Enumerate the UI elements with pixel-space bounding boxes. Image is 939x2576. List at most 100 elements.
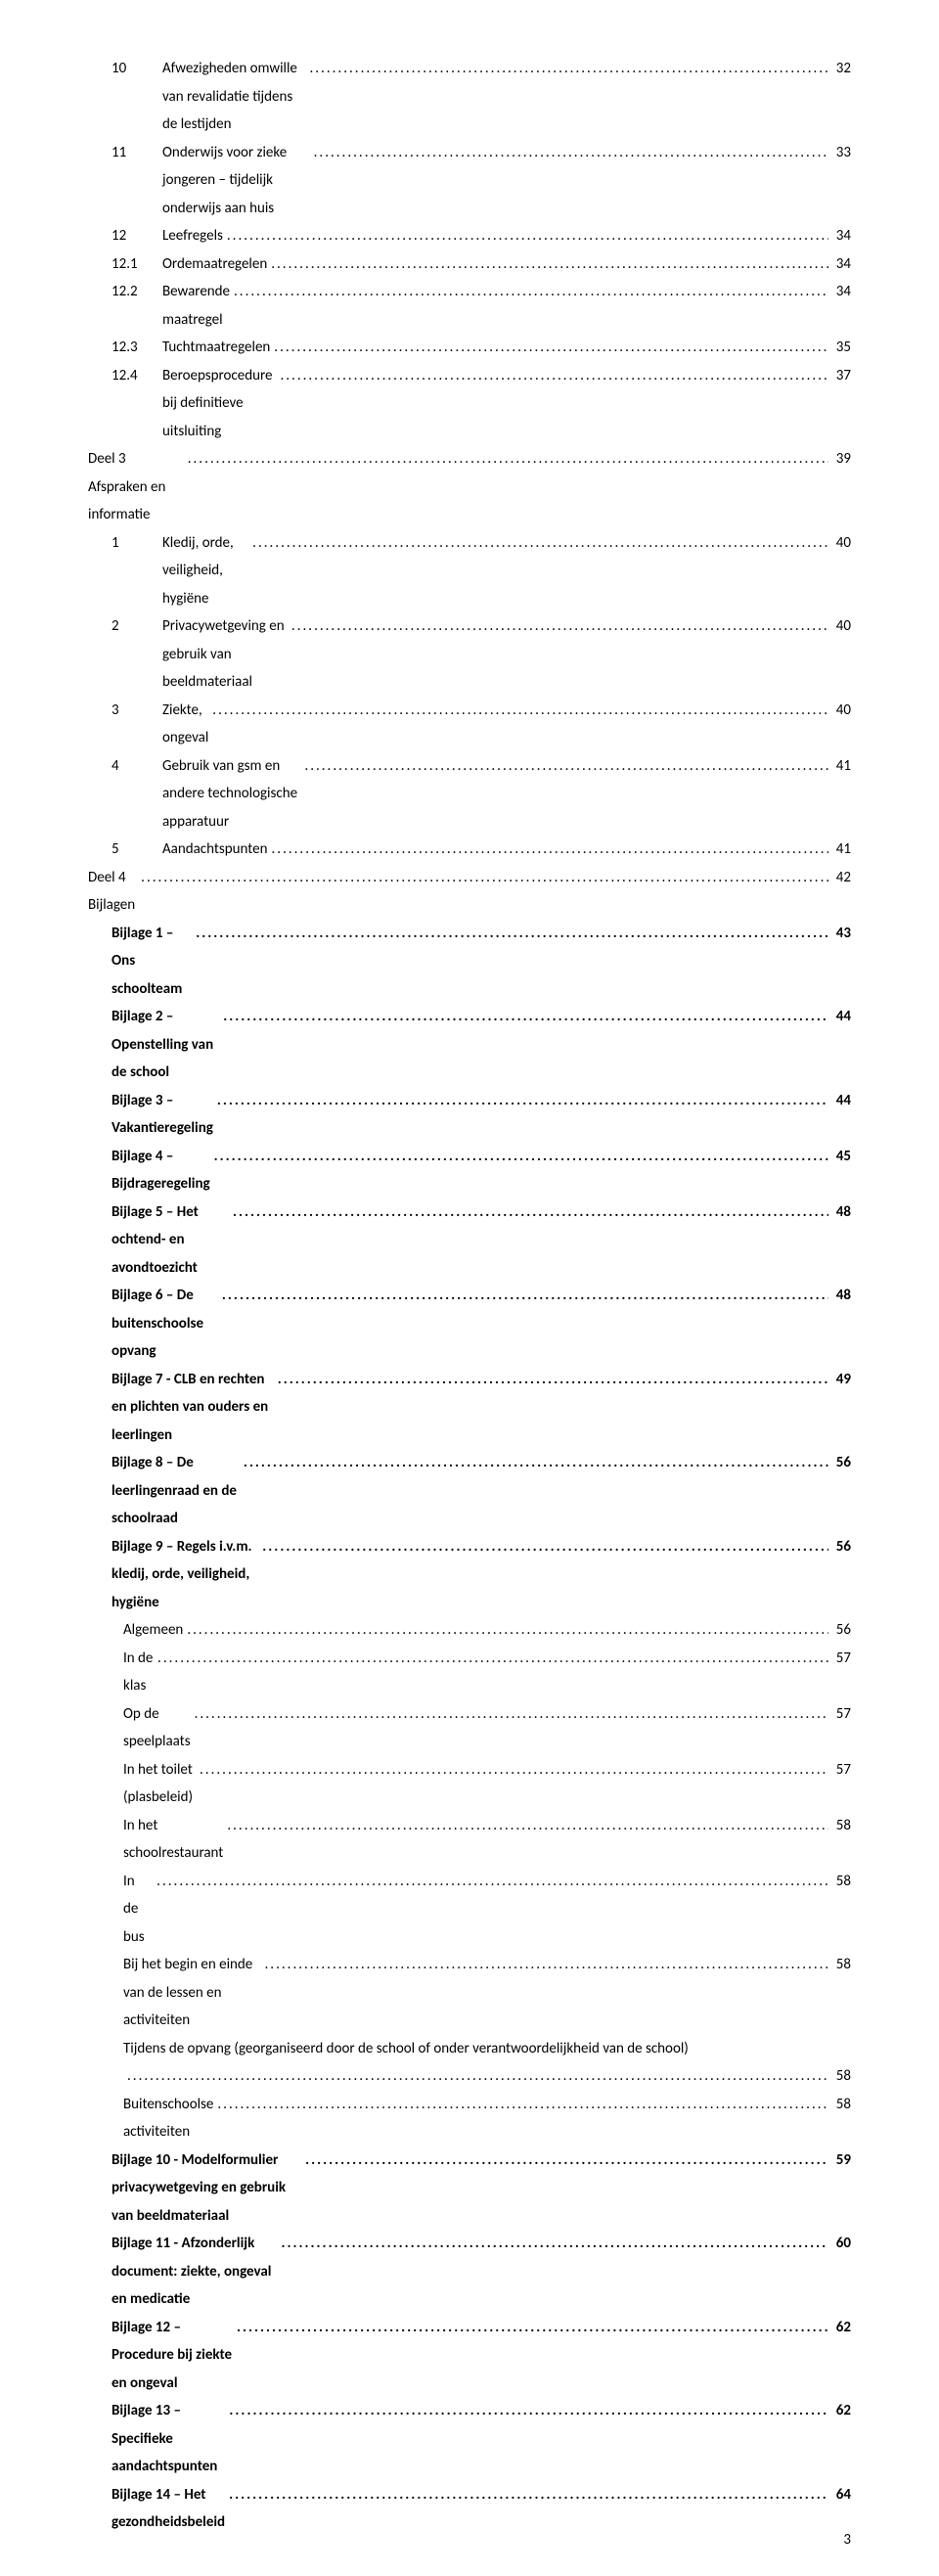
toc-entry-page: 39 xyxy=(832,445,851,474)
toc-entry-page: 58 xyxy=(832,1951,851,1979)
toc-entry-number: 3 xyxy=(112,697,162,725)
toc-leader xyxy=(187,1616,827,1645)
toc-entry-page: 40 xyxy=(832,529,851,558)
toc-leader xyxy=(233,1198,828,1227)
toc-entry-title: Deel 4 Bijlagen xyxy=(88,864,137,920)
toc-leader xyxy=(217,2091,827,2119)
toc-entry: Algemeen56 xyxy=(88,1616,851,1645)
toc-entry-title: Beroepsprocedure bij definitieve uitslui… xyxy=(162,362,276,446)
toc-leader xyxy=(217,1087,828,1115)
toc-leader xyxy=(214,1143,828,1171)
toc-entry-page: 64 xyxy=(832,2481,851,2509)
toc-entry-page: 58 xyxy=(832,1812,851,1840)
toc-leader xyxy=(291,612,828,641)
toc-entry: In het toilet (plasbeleid) 57 xyxy=(88,1756,851,1812)
toc-entry-title: In de bus xyxy=(123,1868,153,1952)
toc-entry: 5Aandachtspunten41 xyxy=(88,836,851,864)
page-number: 3 xyxy=(843,2531,851,2549)
toc-entry-page: 32 xyxy=(832,55,851,83)
toc-entry-number: 11 xyxy=(112,139,162,167)
toc-leader xyxy=(278,1366,828,1394)
toc-entry: Bijlage 10 - Modelformulier privacywetge… xyxy=(88,2147,851,2231)
toc-entry-page: 56 xyxy=(832,1449,851,1477)
toc-entry: Tijdens de opvang (georganiseerd door de… xyxy=(88,2035,851,2091)
toc-leader xyxy=(304,752,827,781)
toc-entry-page: 44 xyxy=(832,1003,851,1031)
toc-entry-page: 57 xyxy=(832,1645,851,1673)
toc-entry: Bijlage 4 – Bijdrageregeling45 xyxy=(88,1143,851,1198)
toc-entry-page: 48 xyxy=(832,1282,851,1310)
toc-entry: Bijlage 6 – De buitenschoolse opvang 48 xyxy=(88,1282,851,1366)
toc-entry: 12.3Tuchtmaatregelen35 xyxy=(88,334,851,362)
toc-entry-title: In het toilet (plasbeleid) xyxy=(123,1756,196,1812)
toc-entry: 2Privacywetgeving en gebruik van beeldma… xyxy=(88,612,851,697)
toc-entry: 11Onderwijs voor zieke jongeren – tijdel… xyxy=(88,139,851,223)
toc-entry-title: Buitenschoolse activiteiten xyxy=(123,2091,213,2147)
toc-entry-title: Bij het begin en einde van de lessen en … xyxy=(123,1951,261,2035)
toc-entry-title: Algemeen xyxy=(123,1616,183,1645)
toc-leader xyxy=(272,836,828,864)
toc-leader xyxy=(229,2481,828,2509)
toc-entry-title: Bijlage 3 – Vakantieregeling xyxy=(112,1087,213,1143)
toc-entry: Bijlage 2 – Openstelling van de school44 xyxy=(88,1003,851,1087)
toc-entry: Deel 4 Bijlagen 42 xyxy=(88,864,851,920)
toc-entry-title: Bijlage 6 – De buitenschoolse opvang xyxy=(112,1282,218,1366)
toc-entry-page: 42 xyxy=(832,864,851,892)
toc-entry: Bij het begin en einde van de lessen en … xyxy=(88,1951,851,2035)
toc-entry-number: 2 xyxy=(112,612,162,641)
toc-entry-title: In het schoolrestaurant xyxy=(123,1812,223,1868)
toc-entry-page: 62 xyxy=(832,2314,851,2342)
toc-entry-title: Bijlage 7 - CLB en rechten en plichten v… xyxy=(112,1366,274,1450)
toc-entry-title: Bijlage 12 – Procedure bij ziekte en ong… xyxy=(112,2314,233,2398)
toc-leader xyxy=(262,1533,827,1561)
toc-entry-number: 12.2 xyxy=(112,278,162,306)
toc-entry: Bijlage 7 - CLB en rechten en plichten v… xyxy=(88,1366,851,1450)
toc-entry: Bijlage 14 – Het gezondheidsbeleid64 xyxy=(88,2481,851,2537)
toc-leader xyxy=(212,697,827,725)
toc-entry-page: 35 xyxy=(832,334,851,362)
toc-entry: 12Leefregels34 xyxy=(88,222,851,250)
toc-entry-title: Onderwijs voor zieke jongeren – tijdelij… xyxy=(162,139,310,223)
toc-entry-page: 40 xyxy=(832,612,851,641)
toc-entry-title: Bijlage 1 – Ons schoolteam xyxy=(112,920,192,1004)
toc-entry-number: 1 xyxy=(112,529,162,558)
toc-entry-title: In de klas xyxy=(123,1645,154,1700)
toc-leader xyxy=(274,334,827,362)
toc-entry: Bijlage 3 – Vakantieregeling 44 xyxy=(88,1087,851,1143)
toc-leader xyxy=(305,2147,828,2175)
toc-leader xyxy=(157,1645,828,1673)
toc-entry-page: 44 xyxy=(832,1087,851,1115)
toc-entry-title: Bewarende maatregel xyxy=(162,278,230,334)
toc-entry-title: Bijlage 9 – Regels i.v.m. kledij, orde, … xyxy=(112,1533,258,1617)
toc-entry: Deel 3 Afspraken en informatie39 xyxy=(88,445,851,529)
toc-entry: 12.2Bewarende maatregel34 xyxy=(88,278,851,334)
toc-entry-page: 33 xyxy=(832,139,851,167)
toc-entry-page: 34 xyxy=(832,250,851,279)
toc-entry-title: Tuchtmaatregelen xyxy=(162,334,270,362)
toc-entry-number: 12.1 xyxy=(112,250,162,279)
toc-entry-number: 4 xyxy=(112,752,162,781)
document-page: 10Afwezigheden omwille van revalidatie t… xyxy=(0,0,939,2576)
toc-entry: Bijlage 8 – De leerlingenraad en de scho… xyxy=(88,1449,851,1533)
toc-entry-page: 45 xyxy=(832,1143,851,1171)
toc-leader xyxy=(244,1449,828,1477)
toc-entry: Bijlage 12 – Procedure bij ziekte en ong… xyxy=(88,2314,851,2398)
toc-entry: Bijlage 11 - Afzonderlijk document: ziek… xyxy=(88,2230,851,2314)
toc-leader xyxy=(237,2314,828,2342)
toc-leader xyxy=(223,1003,828,1031)
toc-entry-page: 57 xyxy=(832,1756,851,1785)
toc-entry-title: Ziekte, ongeval xyxy=(162,697,208,752)
toc-entry-title: Afwezigheden omwille van revalidatie tij… xyxy=(162,55,305,139)
toc-entry-title: Op de speelplaats xyxy=(123,1700,191,1756)
toc-entry-number: 12.4 xyxy=(112,362,162,390)
toc-entry-page: 49 xyxy=(832,1366,851,1394)
toc-entry-page: 58 xyxy=(832,1868,851,1896)
toc-leader xyxy=(309,55,827,83)
toc-entry: In de bus 58 xyxy=(88,1868,851,1952)
toc-entry-title: Bijlage 5 – Het ochtend- en avondtoezich… xyxy=(112,1198,229,1283)
toc-leader xyxy=(229,2397,827,2425)
toc-leader xyxy=(227,222,828,250)
toc-entry-leader-row: 58 xyxy=(123,2062,851,2091)
toc-entry-title: Bijlage 8 – De leerlingenraad en de scho… xyxy=(112,1449,240,1533)
toc-entry: Buitenschoolse activiteiten58 xyxy=(88,2091,851,2147)
